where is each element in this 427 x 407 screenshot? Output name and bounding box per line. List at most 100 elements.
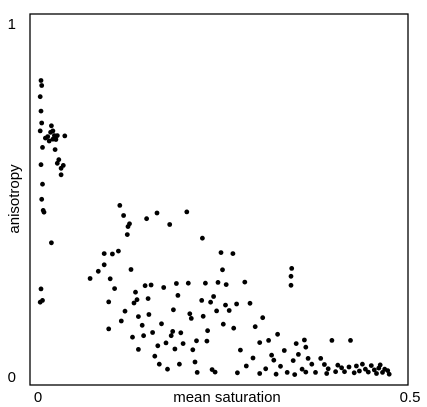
- x-tick-label-max: 0.5: [400, 389, 421, 406]
- data-point: [289, 266, 295, 271]
- data-point: [230, 251, 236, 256]
- data-point: [368, 363, 374, 368]
- data-point: [199, 298, 205, 303]
- data-point: [52, 147, 58, 153]
- data-point: [112, 286, 117, 291]
- data-point: [37, 128, 43, 134]
- data-point: [200, 235, 205, 241]
- data-point: [144, 216, 150, 222]
- plot-frame: [29, 13, 409, 386]
- data-point: [371, 367, 377, 373]
- data-point: [152, 353, 158, 359]
- data-point: [200, 313, 206, 319]
- data-point: [146, 312, 152, 317]
- data-point: [386, 371, 392, 377]
- data-point: [351, 370, 357, 376]
- data-point: [38, 286, 44, 292]
- y-tick-label-min: 0: [8, 369, 16, 386]
- data-point: [247, 300, 253, 306]
- data-point: [159, 321, 164, 327]
- data-point: [322, 362, 327, 367]
- data-point: [133, 289, 138, 295]
- data-point: [385, 368, 391, 373]
- data-point: [134, 297, 140, 303]
- data-point: [62, 133, 68, 139]
- data-point: [106, 299, 112, 305]
- data-point: [154, 210, 160, 216]
- data-point: [281, 348, 287, 353]
- data-point: [38, 78, 44, 83]
- data-point: [335, 362, 341, 368]
- x-axis-label: mean saturation: [173, 389, 281, 406]
- data-point: [288, 273, 294, 279]
- data-point: [175, 293, 181, 298]
- data-point: [122, 308, 128, 314]
- data-point: [363, 366, 368, 372]
- data-point: [46, 138, 52, 144]
- data-point: [325, 366, 331, 372]
- data-point: [296, 352, 301, 357]
- data-point: [360, 361, 365, 367]
- data-point: [95, 268, 101, 274]
- data-point: [190, 347, 196, 353]
- data-point: [136, 347, 141, 352]
- data-point: [101, 251, 107, 256]
- data-point: [54, 160, 60, 166]
- y-axis-label: anisotropy: [6, 164, 23, 234]
- data-point: [235, 370, 240, 376]
- data-point: [284, 370, 290, 375]
- data-point: [41, 209, 47, 215]
- data-point: [243, 363, 249, 369]
- data-point: [171, 307, 176, 313]
- data-points: [37, 78, 392, 377]
- data-point: [127, 221, 132, 227]
- y-tick-label-max: 1: [8, 16, 16, 33]
- data-point: [220, 267, 225, 273]
- data-point: [174, 281, 179, 286]
- data-point: [318, 356, 324, 361]
- data-point: [168, 333, 174, 339]
- data-point: [39, 196, 45, 202]
- data-point: [121, 213, 126, 218]
- data-point: [38, 162, 44, 168]
- data-point: [214, 308, 220, 314]
- data-point: [141, 333, 147, 339]
- data-point: [357, 368, 362, 374]
- data-point: [203, 280, 208, 286]
- data-point: [290, 358, 296, 363]
- data-point: [106, 326, 112, 332]
- data-point: [333, 369, 338, 375]
- data-point: [187, 311, 193, 317]
- data-point: [204, 338, 210, 344]
- data-point: [40, 181, 45, 187]
- data-point: [303, 344, 309, 350]
- data-point: [303, 369, 309, 375]
- data-point: [226, 308, 232, 313]
- data-point: [250, 355, 256, 361]
- data-point: [40, 145, 45, 150]
- data-point: [155, 343, 161, 349]
- data-point: [150, 330, 156, 335]
- data-point: [38, 108, 44, 114]
- data-point: [145, 296, 151, 301]
- data-point: [131, 300, 137, 306]
- data-point: [49, 240, 54, 246]
- data-point: [293, 341, 299, 346]
- data-point: [56, 157, 62, 163]
- data-point: [60, 163, 66, 168]
- data-point: [192, 359, 198, 365]
- data-point: [220, 321, 226, 327]
- data-point: [377, 362, 383, 368]
- data-point: [238, 347, 243, 353]
- data-point: [354, 363, 359, 369]
- data-point: [116, 248, 121, 254]
- data-point: [342, 369, 347, 375]
- data-point: [194, 370, 200, 375]
- data-point: [110, 251, 115, 257]
- data-point: [53, 137, 59, 142]
- data-point: [218, 250, 224, 256]
- data-point: [302, 337, 307, 343]
- data-point: [167, 222, 173, 227]
- data-point: [136, 314, 141, 319]
- data-point: [148, 282, 154, 288]
